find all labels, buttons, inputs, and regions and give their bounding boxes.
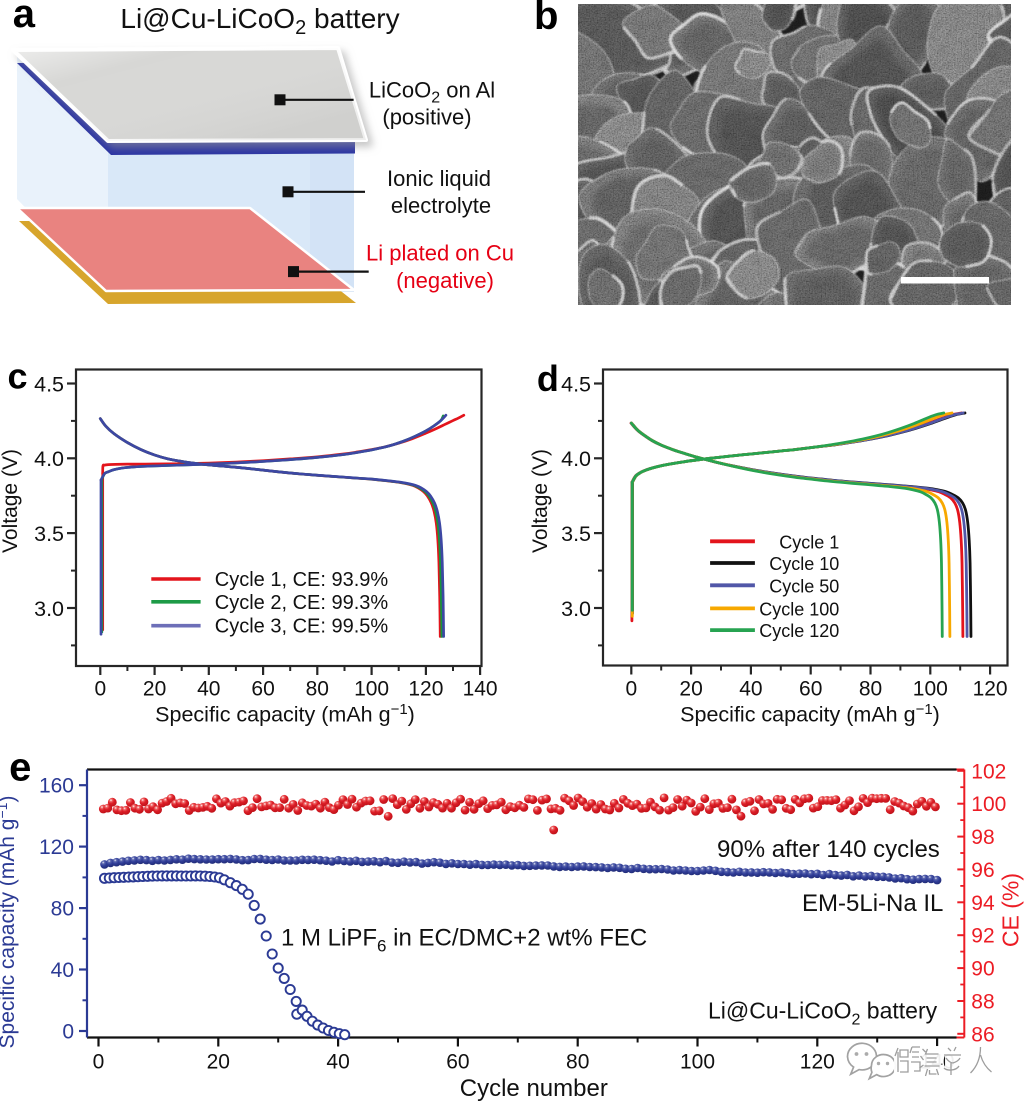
svg-text:Li@Cu-LiCoO2 battery: Li@Cu-LiCoO2 battery	[120, 3, 399, 39]
svg-text:40: 40	[739, 678, 762, 701]
svg-text:96: 96	[971, 859, 994, 882]
svg-text:Cycle 1, CE: 93.9%: Cycle 1, CE: 93.9%	[215, 569, 389, 591]
svg-text:100: 100	[971, 793, 1006, 816]
svg-text:Cycle 3, CE: 99.5%: Cycle 3, CE: 99.5%	[215, 616, 389, 638]
svg-text:94: 94	[971, 892, 995, 915]
svg-text:80: 80	[859, 678, 882, 701]
svg-text:60: 60	[251, 678, 274, 701]
svg-text:4.0: 4.0	[561, 447, 591, 471]
svg-text:90: 90	[971, 958, 994, 981]
svg-text:98: 98	[971, 826, 994, 849]
svg-text:4.0: 4.0	[34, 447, 64, 471]
svg-text:86: 86	[971, 1023, 994, 1046]
svg-text:d: d	[537, 358, 559, 399]
svg-text:120: 120	[408, 678, 443, 701]
svg-text:3.5: 3.5	[34, 522, 64, 546]
svg-text:Specific capacity (mAh g−1): Specific capacity (mAh g−1)	[0, 796, 19, 1049]
svg-text:100: 100	[680, 1051, 715, 1074]
svg-text:20: 20	[207, 1051, 230, 1074]
svg-text:40: 40	[326, 1051, 349, 1074]
svg-text:4.5: 4.5	[34, 372, 64, 396]
svg-text:Voltage (V): Voltage (V)	[529, 449, 552, 553]
svg-text:c: c	[8, 356, 28, 397]
svg-text:120: 120	[39, 836, 74, 859]
svg-text:1 M LiPF6 in EC/DMC+2 wt% FEC: 1 M LiPF6 in EC/DMC+2 wt% FEC	[281, 925, 647, 956]
svg-text:Li@Cu-LiCoO2 battery: Li@Cu-LiCoO2 battery	[708, 998, 938, 1029]
svg-text:80: 80	[51, 898, 74, 921]
svg-text:(positive): (positive)	[382, 105, 471, 130]
svg-text:90% after 140 cycles: 90% after 140 cycles	[717, 836, 940, 863]
svg-text:120: 120	[973, 678, 1008, 701]
svg-text:Specific capacity (mAh g−1): Specific capacity (mAh g−1)	[155, 701, 415, 727]
svg-text:0: 0	[94, 678, 106, 701]
svg-text:60: 60	[799, 678, 822, 701]
svg-text:102: 102	[971, 760, 1006, 783]
svg-text:Cycle number: Cycle number	[460, 1075, 608, 1102]
svg-text:92: 92	[971, 925, 994, 948]
svg-text:0: 0	[93, 1051, 105, 1074]
svg-text:3.5: 3.5	[561, 522, 591, 546]
svg-text:a: a	[13, 0, 36, 36]
svg-text:40: 40	[197, 678, 220, 701]
svg-text:0: 0	[625, 678, 637, 701]
svg-text:100: 100	[913, 678, 948, 701]
svg-text:CE (%): CE (%)	[998, 873, 1024, 947]
svg-text:Ionic liquid: Ionic liquid	[387, 166, 491, 191]
svg-text:(negative): (negative)	[396, 268, 494, 293]
svg-text:Cycle 100: Cycle 100	[759, 599, 839, 619]
svg-text:80: 80	[306, 678, 329, 701]
svg-text:Cycle 120: Cycle 120	[759, 621, 839, 641]
svg-text:Li plated on Cu: Li plated on Cu	[366, 241, 514, 266]
svg-text:100: 100	[354, 678, 389, 701]
svg-text:160: 160	[39, 775, 74, 798]
svg-text:3.0: 3.0	[561, 597, 591, 621]
svg-text:20: 20	[679, 678, 702, 701]
svg-text:20: 20	[143, 678, 166, 701]
svg-text:Cycle 50: Cycle 50	[769, 576, 839, 596]
svg-text:Cycle 2, CE: 99.3%: Cycle 2, CE: 99.3%	[215, 592, 389, 614]
svg-text:4.5: 4.5	[561, 372, 591, 396]
svg-text:electrolyte: electrolyte	[391, 193, 491, 218]
svg-text:0: 0	[62, 1021, 74, 1044]
svg-text:88: 88	[971, 991, 994, 1014]
svg-text:EM-5Li-Na IL: EM-5Li-Na IL	[802, 890, 943, 917]
svg-text:Cycle 10: Cycle 10	[769, 554, 839, 574]
svg-text:Voltage (V): Voltage (V)	[0, 449, 22, 553]
svg-text:b: b	[534, 0, 558, 38]
svg-text:40: 40	[51, 959, 74, 982]
svg-text:140: 140	[463, 678, 498, 701]
svg-text:60: 60	[446, 1051, 469, 1074]
svg-text:80: 80	[566, 1051, 589, 1074]
svg-text:Cycle 1: Cycle 1	[779, 532, 839, 552]
svg-text:120: 120	[800, 1051, 835, 1074]
svg-text:Specific capacity (mAh g−1): Specific capacity (mAh g−1)	[680, 701, 940, 727]
svg-text:e: e	[9, 745, 31, 789]
svg-text:3.0: 3.0	[34, 597, 64, 621]
